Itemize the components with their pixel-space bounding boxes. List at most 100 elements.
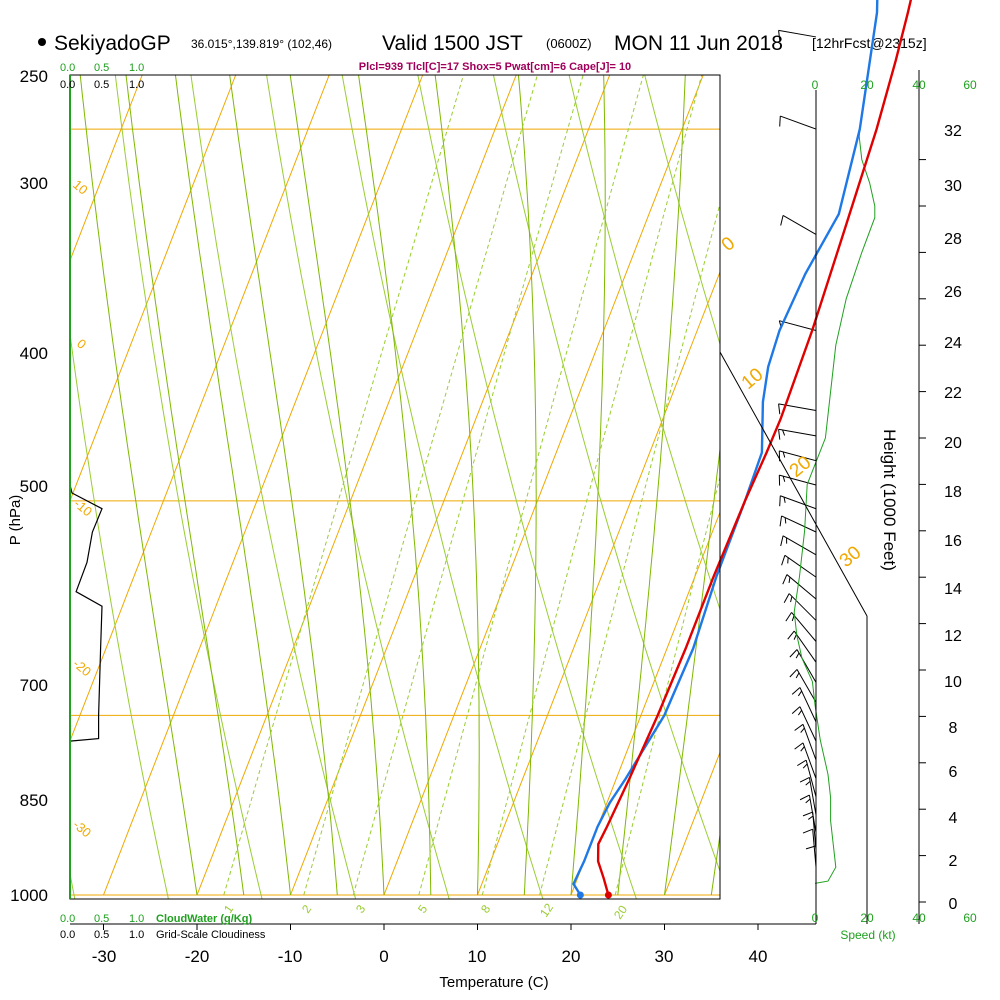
wind-barb (782, 574, 817, 600)
cloudiness-scale-top-05: 0.5 (94, 79, 109, 91)
station-name: SekiyadoGP (54, 32, 171, 55)
t-tick-m10: -10 (278, 947, 303, 966)
moist-adiabat (517, 75, 537, 896)
dewpoint-line (572, 0, 879, 896)
moist-adiabat (289, 75, 385, 896)
barb-flag (797, 759, 807, 767)
height-tick-24: 24 (944, 335, 962, 352)
barb-flag (794, 723, 804, 731)
barb-flag (778, 429, 781, 440)
barb-flag (789, 669, 798, 678)
t-tick-m30: -30 (92, 947, 117, 966)
temperature-line (596, 0, 913, 896)
dry-adiabat (70, 330, 169, 899)
height-axis-label: Height (1000 Feet) (880, 429, 899, 571)
barb-flag (785, 612, 792, 622)
height-tick-28: 28 (944, 231, 962, 248)
mixing-ratio-line-2 (303, 75, 538, 896)
mixing-ratio-line-5 (418, 75, 644, 896)
cloudwater-scale-top-05: 0.5 (94, 62, 109, 74)
skewt-background-grid (70, 75, 720, 899)
barb-flag (800, 746, 805, 752)
cloudiness-scale-top-0: 0.0 (60, 79, 75, 91)
barb-flag (802, 828, 813, 834)
barb-flag (779, 515, 783, 527)
wind-barb (794, 742, 817, 779)
hodo-boundary (719, 351, 868, 617)
t-tick-40: 40 (749, 947, 768, 966)
barb-flag (789, 649, 798, 658)
cloudiness-scale-bottom-05: 0.5 (94, 929, 109, 941)
barb-staff (786, 574, 817, 600)
barb-staff (812, 829, 817, 868)
chart-axes (69, 70, 926, 930)
cloudiness-scale-top-1: 1.0 (129, 79, 144, 91)
wind-speed-profile (793, 113, 876, 884)
wind-barb (778, 428, 817, 440)
moist-adiabat (229, 75, 338, 896)
wind-barb (791, 706, 817, 742)
isotherm-line (103, 75, 424, 896)
mixing-ratio-line-12 (539, 201, 720, 896)
wind-barb (802, 828, 817, 868)
t-tick-10: 10 (468, 947, 487, 966)
barb-flag (778, 30, 781, 41)
mixing-ratio-line-8 (481, 75, 703, 896)
height-tick-4: 4 (949, 810, 958, 827)
barb-staff (778, 428, 817, 437)
valid-time: Valid 1500 JST (382, 32, 523, 55)
barb-staff (780, 495, 817, 510)
barb-staff (779, 320, 817, 332)
moist-adiabat (125, 75, 245, 896)
forecast-label: [12hrFcst@2315z] (812, 35, 927, 51)
barb-flag (799, 776, 810, 783)
p-tick-850: 850 (20, 791, 48, 810)
height-tick-2: 2 (949, 853, 958, 870)
cloudwater-scale-bottom-1: 1.0 (129, 913, 144, 925)
sounding-indices: Plcl=939 Tlcl[C]=17 Shox=5 Pwat[cm]=6 Ca… (359, 61, 631, 73)
dry-adiabat (568, 75, 720, 611)
barb-staff (779, 474, 817, 486)
wind-barb (789, 669, 817, 703)
barb-flag (778, 403, 781, 415)
barb-flag (800, 727, 805, 733)
wind-barb (779, 115, 817, 130)
valid-utc: (0600Z) (546, 36, 592, 51)
cloudwater-scale-top-0: 0.0 (60, 62, 75, 74)
pressure-axis-label: P (hPa) (7, 495, 24, 546)
barb-flag (783, 497, 786, 503)
temperature-axis-label: Temperature (C) (439, 974, 548, 991)
barb-staff (778, 29, 817, 38)
dry-adiabat (266, 75, 450, 899)
speed-tick-bottom-0: 0 (812, 911, 819, 925)
valid-date: MON 11 Jun 2018 (614, 32, 783, 55)
barb-staff (808, 777, 817, 815)
cloudiness-scale-bottom-0: 0.0 (60, 929, 75, 941)
barb-flag (780, 535, 784, 547)
height-tick-6: 6 (949, 764, 958, 781)
barb-flag (779, 495, 781, 507)
barb-flag (795, 652, 800, 659)
cloudwater-scale-bottom-0: 0.0 (60, 913, 75, 925)
cloudwater-label: CloudWater (g/Kg) (156, 913, 252, 925)
p-tick-250: 250 (20, 67, 48, 86)
barb-flag (780, 215, 784, 226)
p-tick-300: 300 (20, 174, 48, 193)
barb-flag (793, 634, 797, 640)
wind-barb (797, 759, 817, 797)
height-tick-0: 0 (949, 896, 958, 913)
wind-barb (799, 776, 817, 815)
cloudiness-scale-bottom-1: 1.0 (129, 929, 144, 941)
dry-adiabat (341, 75, 544, 899)
surface-dewpoint-dot (576, 891, 584, 899)
height-tick-8: 8 (949, 720, 958, 737)
wind-barb (780, 214, 817, 235)
barb-staff (788, 593, 817, 621)
height-tick-10: 10 (944, 674, 962, 691)
p-tick-400: 400 (20, 344, 48, 363)
moist-adiabat (434, 75, 480, 896)
speed-tick-top-0: 0 (812, 78, 819, 92)
height-tick-22: 22 (944, 385, 962, 402)
p-tick-500: 500 (20, 477, 48, 496)
